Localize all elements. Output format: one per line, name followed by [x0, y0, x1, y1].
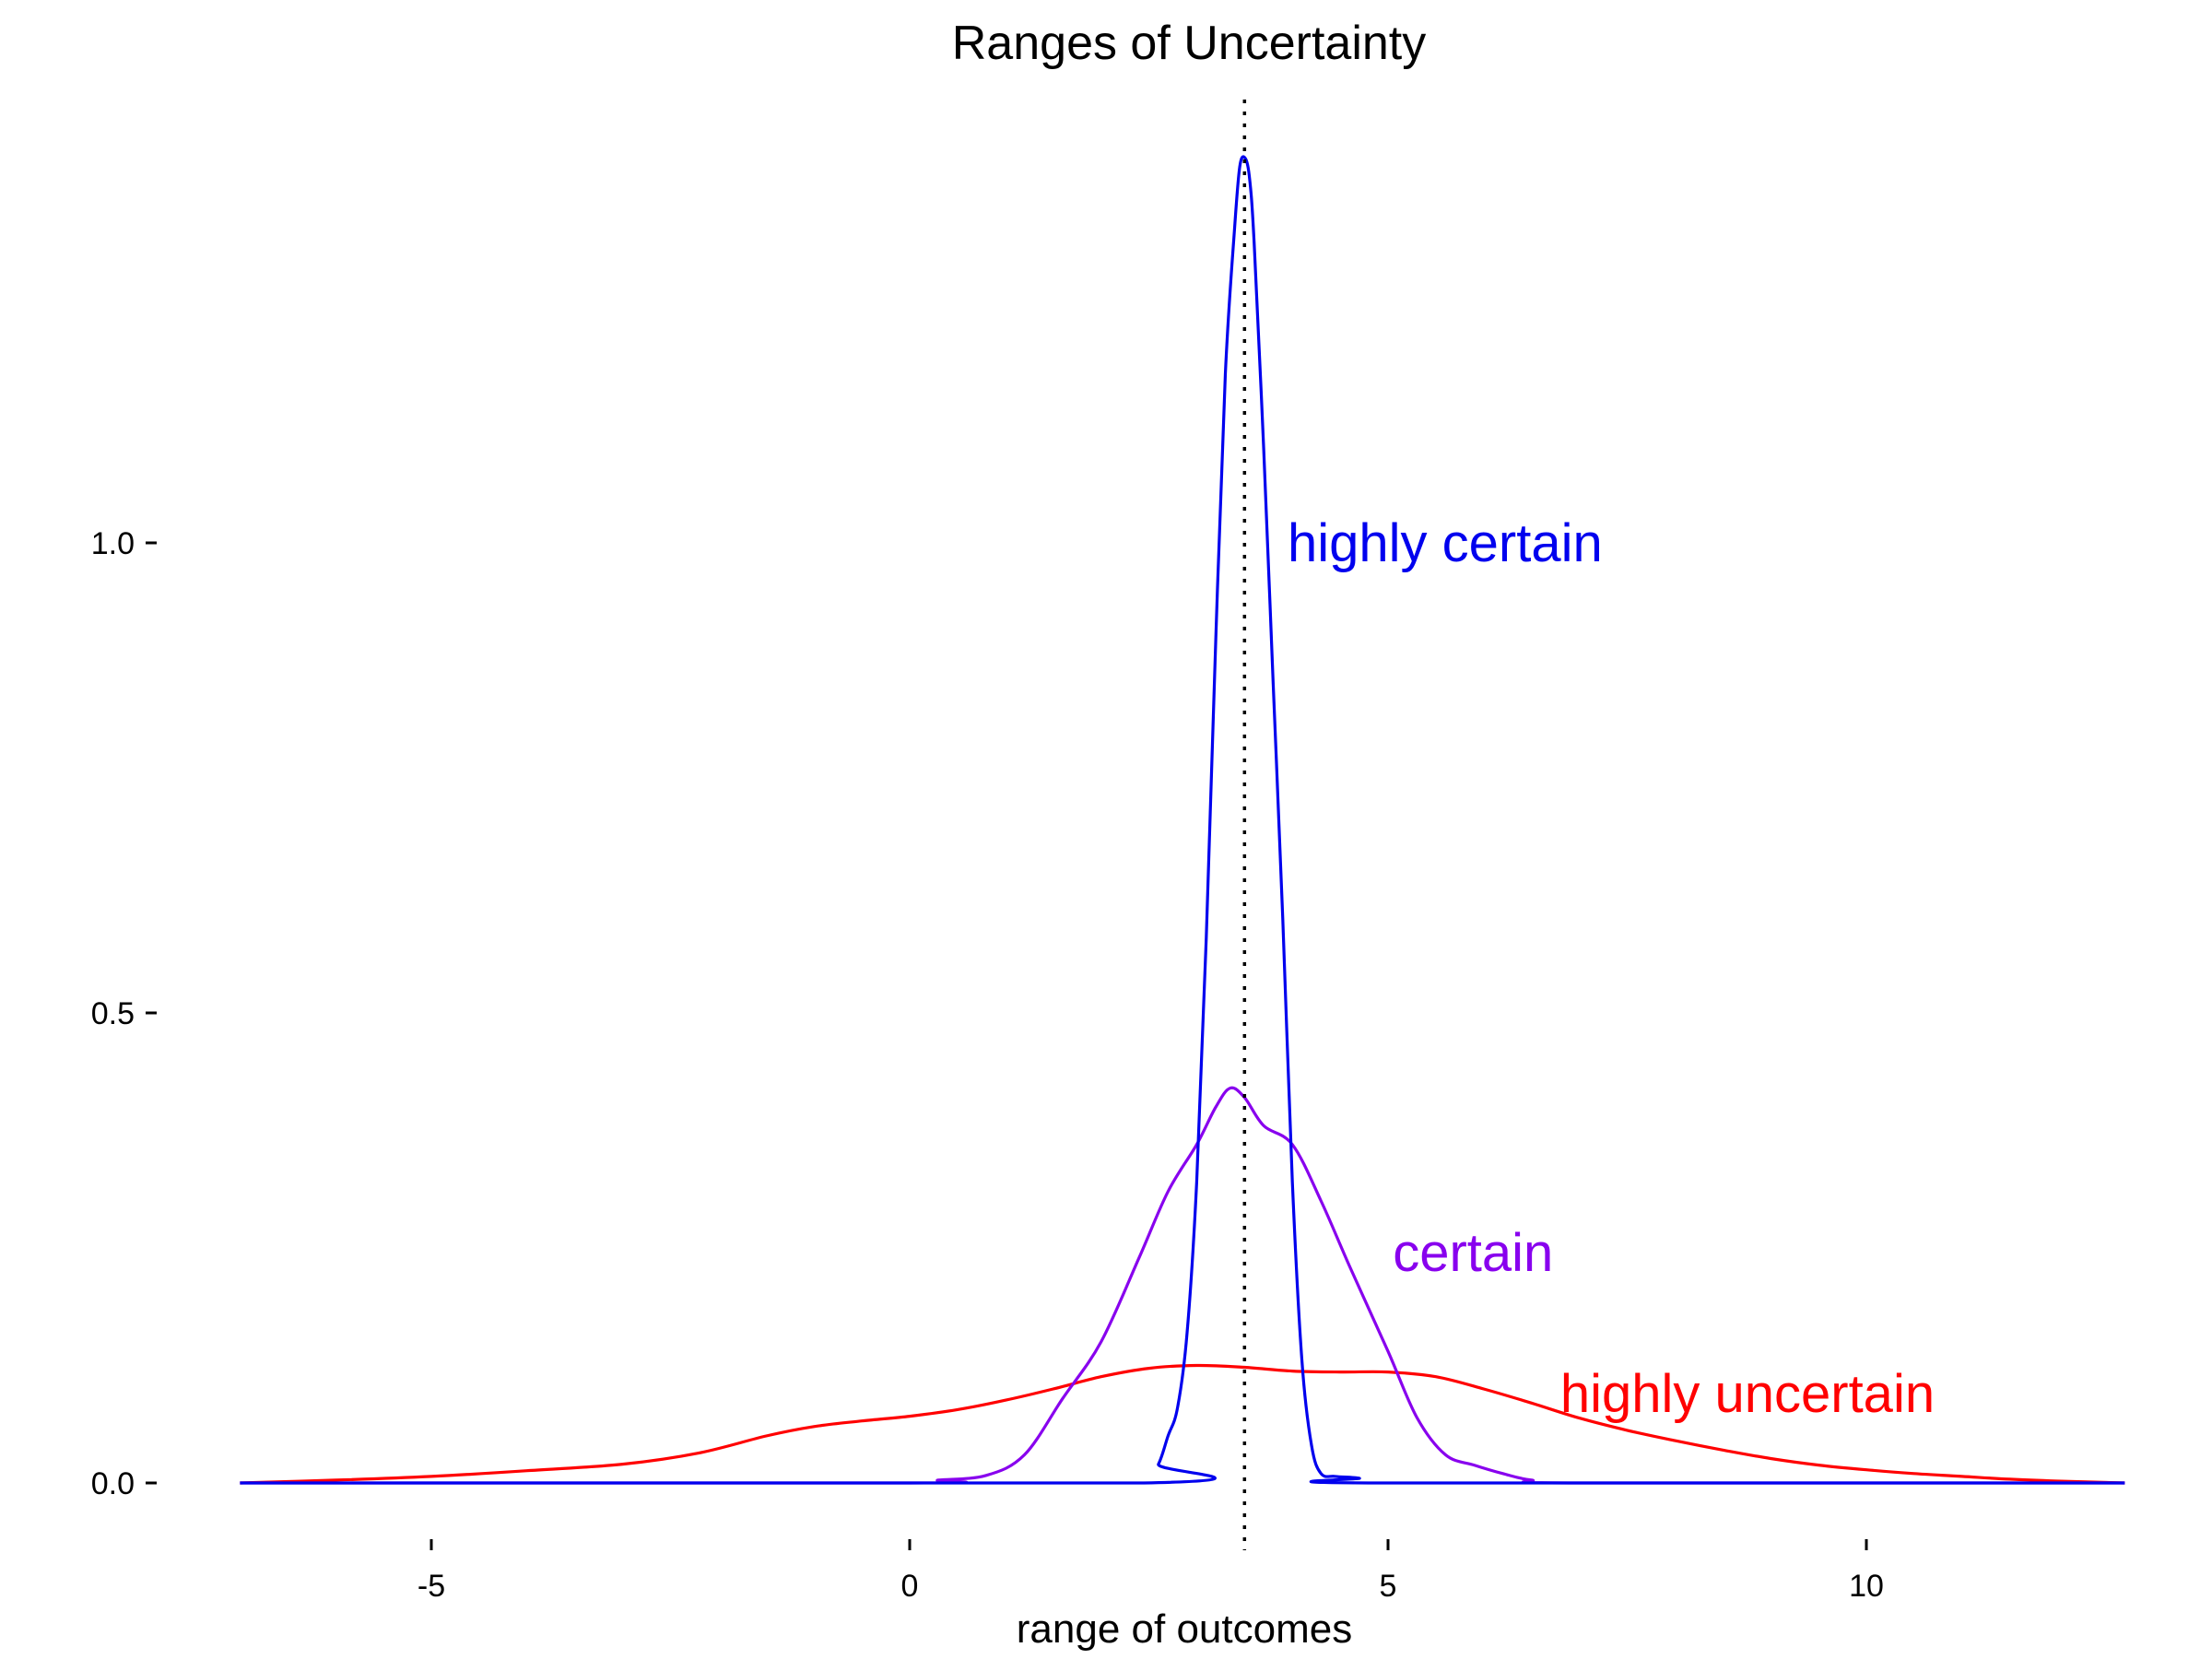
y-tick-label: 1.0 — [91, 526, 135, 561]
x-tick-label: 0 — [901, 1569, 919, 1604]
curve-labels: highly certain certain highly uncertain — [1288, 513, 1935, 1424]
x-tick-label: 10 — [1849, 1569, 1884, 1604]
x-axis: -5 0 5 10 — [418, 1539, 1884, 1604]
density-curves — [240, 155, 2125, 1485]
curve-label-highly-uncertain: highly uncertain — [1560, 1364, 1935, 1424]
y-axis: 0.0 0.5 1.0 — [91, 526, 157, 1501]
curve-label-certain: certain — [1393, 1223, 1553, 1283]
x-tick-label: -5 — [418, 1569, 445, 1604]
x-axis-label: range of outcomes — [1017, 1606, 1352, 1652]
y-tick-label: 0.0 — [91, 1466, 135, 1501]
x-tick-label: 5 — [1380, 1569, 1397, 1604]
curve-label-highly-certain: highly certain — [1288, 513, 1603, 573]
curve-highly-uncertain — [240, 1363, 2125, 1485]
curve-certain — [240, 1086, 2125, 1485]
y-tick-label: 0.5 — [91, 996, 135, 1031]
chart-title: Ranges of Uncertainty — [952, 17, 1427, 70]
curve-highly-certain — [240, 155, 2125, 1485]
